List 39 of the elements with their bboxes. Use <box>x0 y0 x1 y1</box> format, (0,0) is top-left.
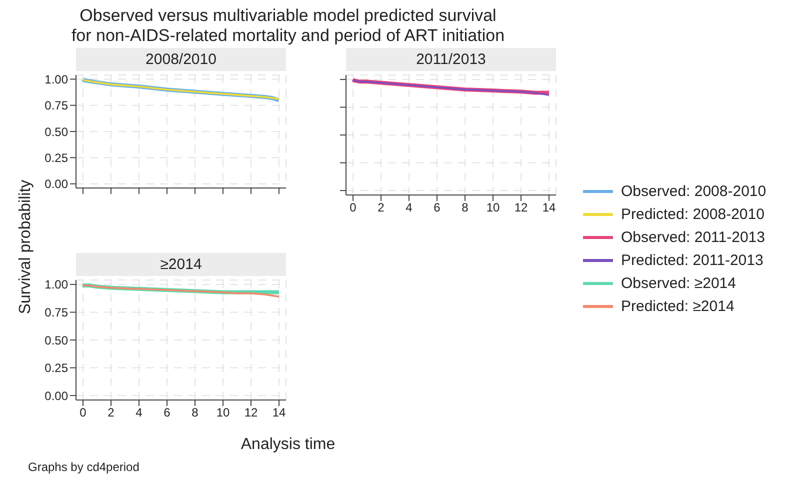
legend-label: Observed: ≥2014 <box>621 275 736 292</box>
x-tick-label: 6 <box>434 200 441 215</box>
y-tick-label: 1.00 <box>44 278 68 292</box>
x-tick-label: 0 <box>350 200 357 215</box>
x-tick-label: 14 <box>272 406 286 420</box>
text: Graphs by cd4period <box>28 460 140 474</box>
y-tick-label: 0.00 <box>44 177 68 192</box>
x-tick-label: 10 <box>486 200 500 215</box>
legend-label: Predicted: 2008-2010 <box>621 206 764 223</box>
x-tick-label: 2 <box>378 200 385 215</box>
legend-label: Predicted: 2011-2013 <box>621 252 764 269</box>
chart-subtitle: ≥2014 <box>76 253 286 276</box>
x-tick-label: 14 <box>542 200 556 215</box>
y-tick-label: 0.50 <box>44 124 68 139</box>
x-tick-label: 8 <box>192 406 199 420</box>
y-tick-label: 0.00 <box>44 388 68 403</box>
y-tick-label: 0.25 <box>44 361 68 376</box>
x-axis-title: Analysis time <box>240 436 336 454</box>
y-tick-label: 0.50 <box>44 333 68 348</box>
x-tick-label: 8 <box>462 200 469 215</box>
legend-label: Predicted: ≥2014 <box>621 298 734 315</box>
x-tick-label: 6 <box>164 406 171 420</box>
chart-subtitle: 2008/2010 <box>76 48 286 71</box>
x-tick-label: 10 <box>216 406 230 420</box>
x-tick-label: 12 <box>514 200 528 215</box>
legend-label: Observed: 2011-2013 <box>621 229 765 246</box>
x-tick-label: 12 <box>244 406 258 420</box>
y-axis-title: Survival probability <box>17 178 35 316</box>
y-tick-label: 0.75 <box>44 305 68 320</box>
y-tick-label: 0.75 <box>44 98 68 113</box>
y-tick-label: 1.00 <box>44 72 68 86</box>
y-tick-label: 0.25 <box>44 150 68 165</box>
x-tick-label: 2 <box>108 406 115 420</box>
chart-title: Observed versus multivariable model predicted survival for non-AIDS-related mortality and period of ART initiation <box>70 6 506 46</box>
legend-label: Observed: 2008-2010 <box>621 183 766 200</box>
x-tick-label: 0 <box>80 406 87 420</box>
x-tick-label: 4 <box>406 200 413 215</box>
x-tick-label: 4 <box>136 406 143 420</box>
chart-subtitle: 2011/2013 <box>346 48 556 71</box>
